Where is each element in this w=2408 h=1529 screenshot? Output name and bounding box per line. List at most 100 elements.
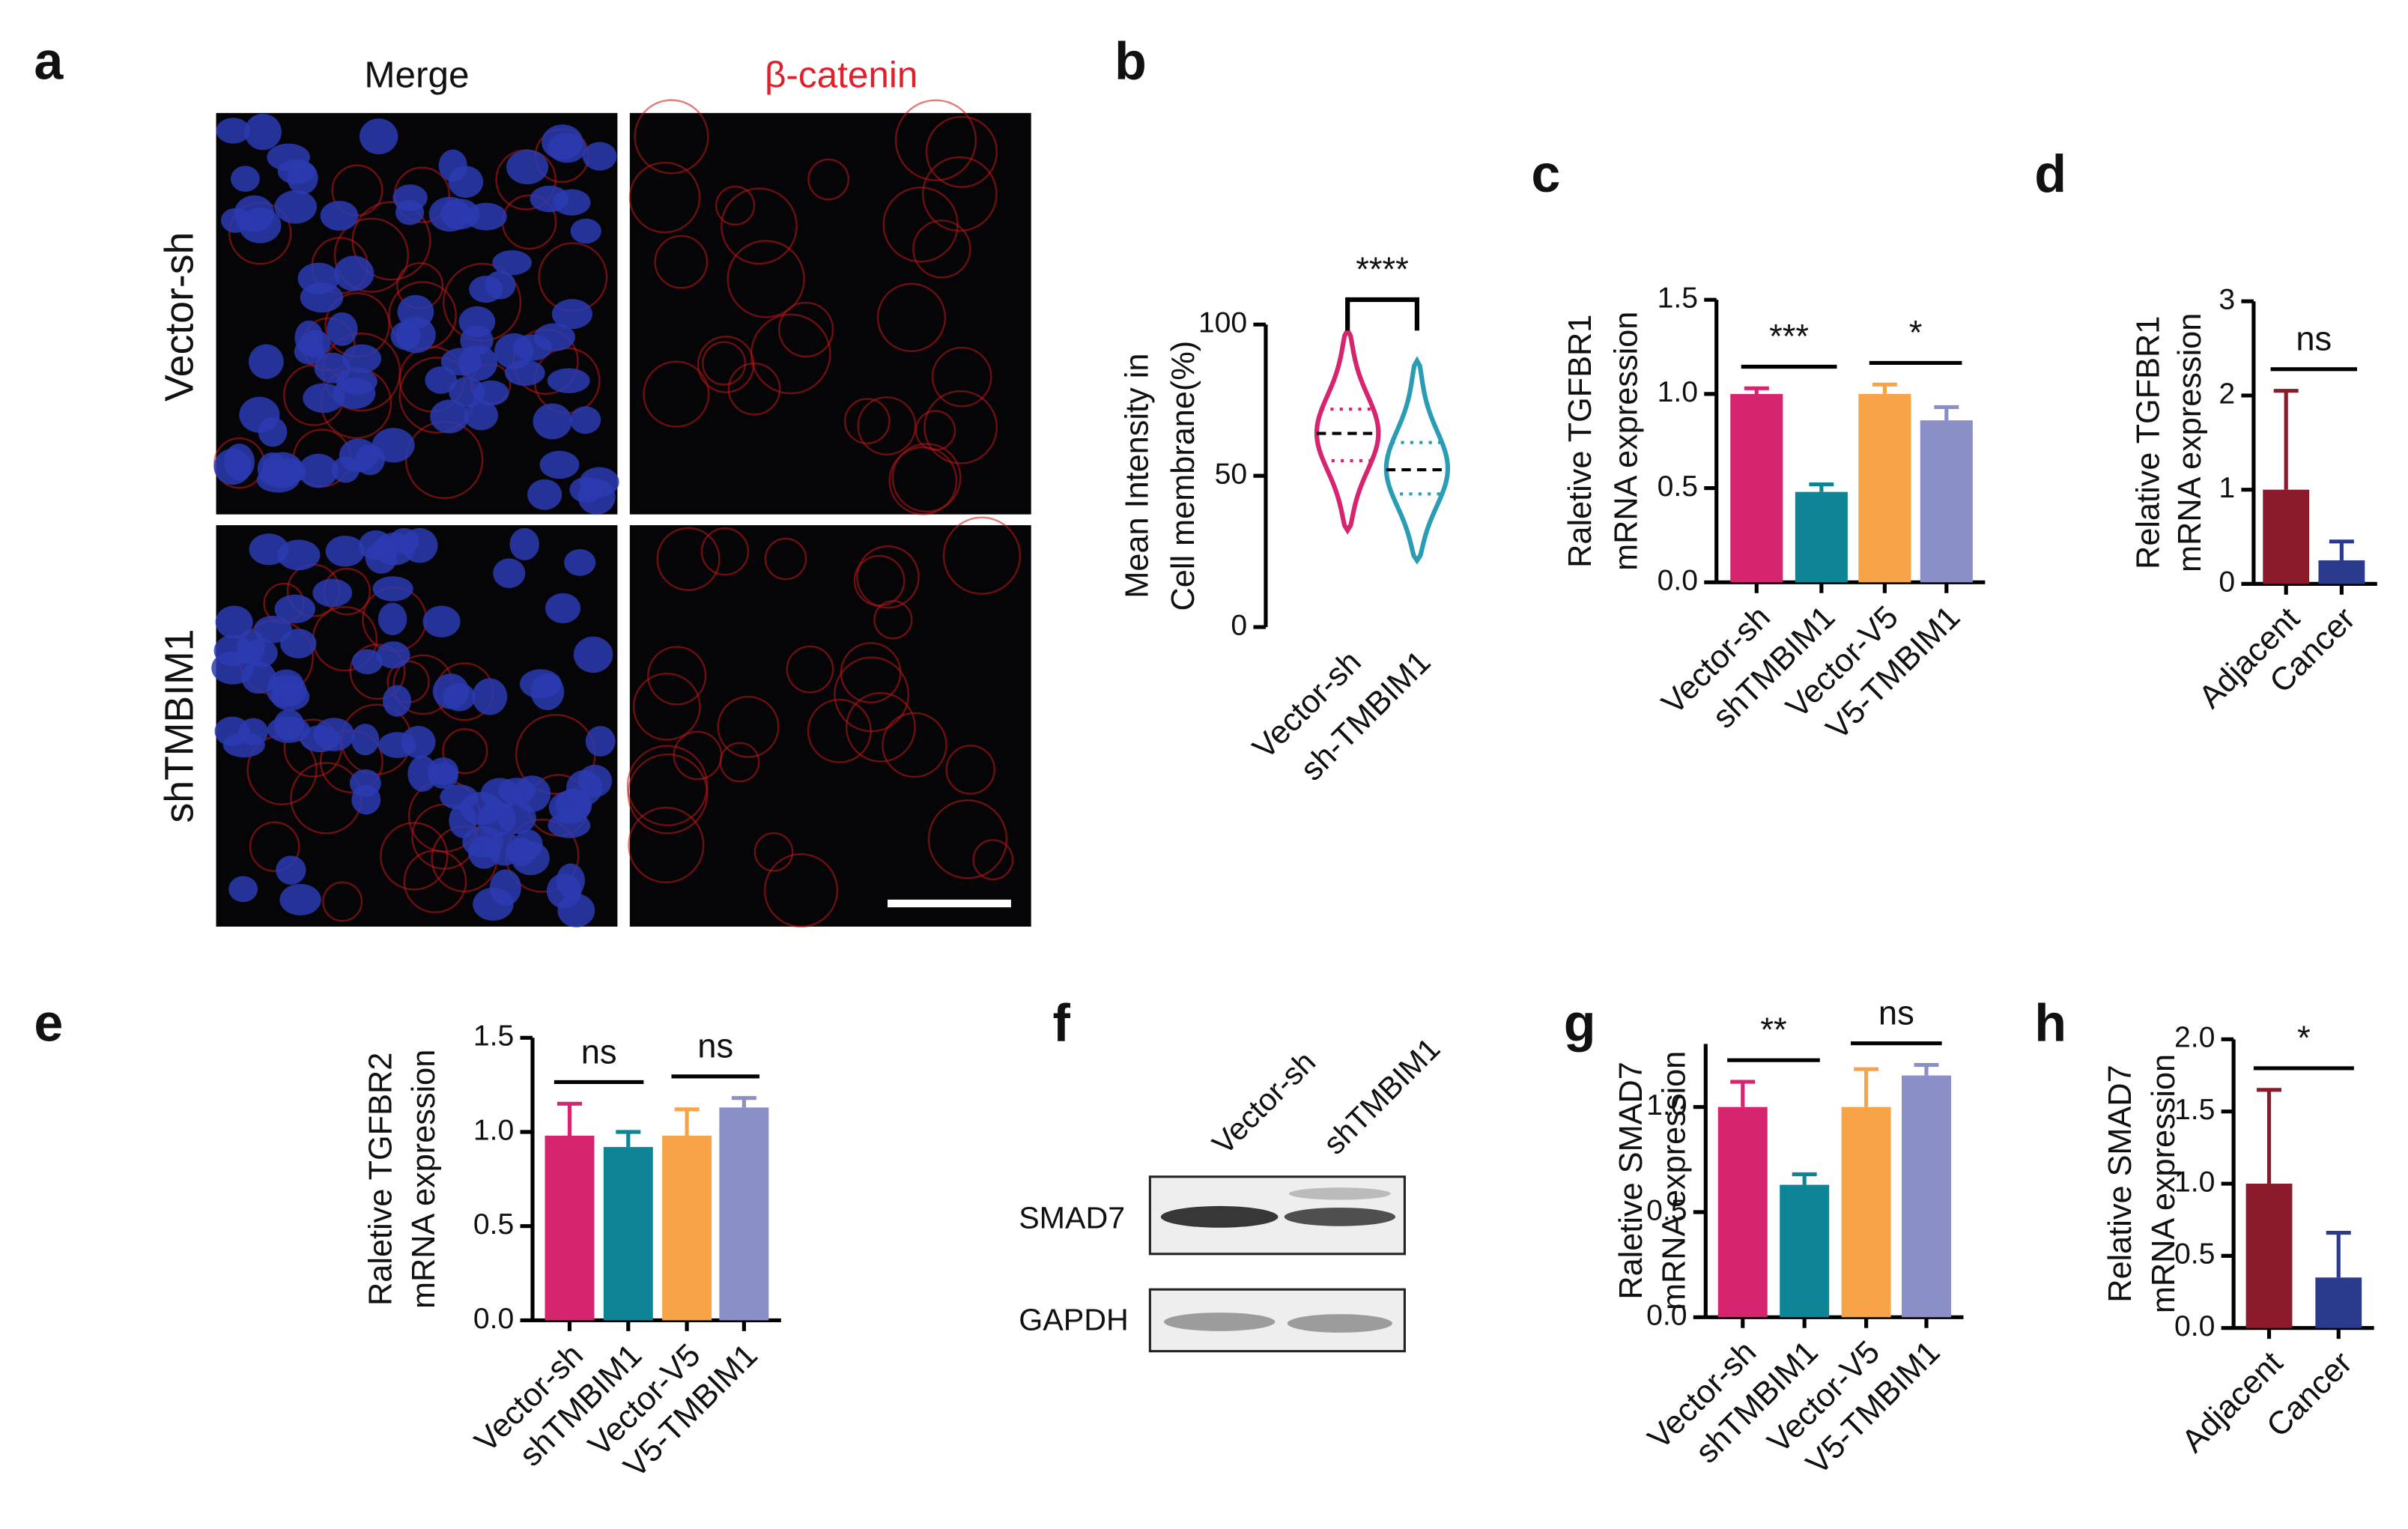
significance: ns [697, 1027, 733, 1065]
column-title: Merge [364, 54, 469, 95]
micrograph [629, 525, 1031, 927]
nucleus [569, 476, 603, 503]
nucleus [582, 142, 617, 171]
nucleus [465, 202, 507, 231]
panel-letter: a [34, 31, 64, 90]
y-axis-label: mRNA expression [2172, 313, 2208, 572]
bar [545, 1136, 595, 1321]
bar [2263, 489, 2310, 584]
membrane [840, 642, 902, 703]
membrane [845, 691, 916, 763]
membrane [857, 396, 917, 455]
y-tick-label: 100 [1198, 306, 1247, 339]
nucleus [505, 360, 545, 387]
nucleus [539, 450, 580, 479]
membrane [927, 799, 1008, 879]
membrane [856, 545, 920, 609]
significance: **** [1356, 250, 1409, 288]
nucleus [395, 199, 425, 225]
y-tick-label: 0.0 [1646, 1300, 1687, 1332]
nucleus [512, 334, 553, 361]
membrane [442, 728, 488, 775]
nucleus [506, 149, 549, 184]
membrane [753, 832, 794, 872]
nucleus [564, 549, 596, 576]
nucleus [376, 641, 410, 669]
panel-letter: b [1114, 31, 1147, 90]
nucleus [432, 673, 470, 709]
significance: ns [581, 1032, 617, 1071]
bar [603, 1147, 653, 1321]
nucleus [430, 399, 469, 434]
y-tick-label: 0.5 [2174, 1238, 2215, 1271]
membrane [921, 156, 998, 232]
membrane [249, 821, 300, 873]
membrane [628, 806, 705, 884]
nucleus [407, 755, 438, 792]
membrane [380, 822, 449, 891]
band [1163, 1312, 1276, 1331]
nucleus [545, 593, 581, 623]
membrane [632, 672, 701, 741]
y-tick-label: 3 [2219, 284, 2235, 316]
nucleus [238, 208, 282, 243]
membrane [942, 516, 1022, 595]
y-axis-label: mRNA expression [1609, 312, 1645, 571]
y-tick-label: 1.5 [2174, 1094, 2215, 1126]
nucleus [372, 576, 413, 602]
bar [1858, 393, 1911, 583]
membrane [656, 527, 721, 591]
nucleus [313, 718, 355, 751]
nucleus [548, 133, 586, 163]
membrane [643, 360, 710, 428]
y-tick-label: 1.0 [1658, 376, 1698, 408]
membrane [702, 341, 747, 386]
y-tick-label: 0.5 [473, 1208, 514, 1241]
membrane [972, 839, 1014, 881]
nucleus [244, 113, 282, 151]
bar [1730, 393, 1783, 583]
y-tick-label: 2 [2219, 378, 2235, 410]
membrane [888, 446, 958, 515]
nucleus [378, 732, 416, 758]
membrane [945, 745, 995, 795]
bar [1920, 420, 1973, 583]
membrane [876, 282, 947, 353]
significance: ns [1878, 994, 1914, 1032]
bar [1795, 491, 1848, 583]
membrane [628, 161, 701, 234]
membrane [727, 240, 805, 318]
nucleus [299, 330, 331, 358]
nucleus [472, 678, 508, 715]
y-axis-label: Raletive TGFBR2 [363, 1053, 399, 1306]
bar [1717, 1106, 1768, 1318]
y-axis-label: Raletive SMAD7 [1613, 1062, 1649, 1299]
bar [2245, 1184, 2293, 1328]
nucleus [512, 841, 550, 876]
nucleus [449, 377, 485, 408]
membrane [891, 443, 962, 513]
membrane [715, 185, 756, 226]
bar [662, 1136, 712, 1321]
nucleus [428, 196, 471, 232]
column-title: β-catenin [765, 54, 918, 95]
significance: ns [2296, 320, 2332, 358]
bar [1780, 1184, 1830, 1318]
membrane [925, 115, 998, 188]
nucleus [493, 558, 526, 588]
nucleus [566, 770, 603, 806]
y-tick-label: 1.0 [473, 1114, 514, 1146]
membrane [721, 187, 798, 265]
membrane [853, 554, 906, 607]
nucleus [464, 400, 499, 431]
nucleus [585, 725, 616, 757]
nucleus [273, 709, 305, 741]
significance: *** [1769, 317, 1809, 355]
y-axis-label: Raletive TGFBR1 [1562, 315, 1598, 568]
bracket [1345, 297, 1419, 331]
panel-letter: e [34, 993, 63, 1052]
y-axis-label: mRNA expression [406, 1050, 442, 1309]
nucleus [267, 674, 307, 707]
membrane [626, 745, 709, 826]
micrograph [629, 112, 1031, 515]
